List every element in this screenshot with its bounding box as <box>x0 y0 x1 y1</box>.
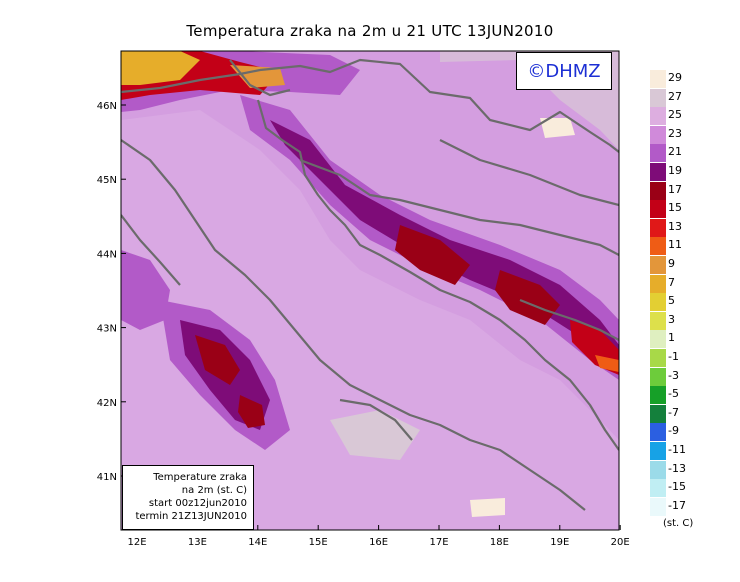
info-box: Temperature zraka na 2m (st. C) start 00… <box>122 465 254 530</box>
lat-tick-label: 45N <box>97 175 117 186</box>
lon-tick-label: 17E <box>429 537 448 548</box>
legend-label: -15 <box>668 480 686 494</box>
coastline <box>121 58 619 511</box>
legend-swatch <box>650 256 666 274</box>
legend-label: -7 <box>668 405 679 419</box>
legend-label: 5 <box>668 294 675 308</box>
info-line-4: termin 21Z13JUN2010 <box>135 511 247 522</box>
legend-units: (st. C) <box>663 518 694 529</box>
legend-label: 11 <box>668 238 682 252</box>
map-field <box>121 51 619 530</box>
legend-label: 13 <box>668 219 682 233</box>
legend-label: -3 <box>668 368 679 382</box>
legend-swatch <box>650 144 666 163</box>
legend-swatch <box>650 70 666 88</box>
lat-tick-label: 43N <box>97 324 117 335</box>
legend-swatch <box>650 442 666 460</box>
legend-label: 21 <box>668 145 682 159</box>
legend-swatch <box>650 293 666 312</box>
lat-tick-label: 46N <box>97 101 117 112</box>
lon-tick-label: 12E <box>127 537 146 548</box>
lon-tick-label: 13E <box>188 537 207 548</box>
legend-label: 15 <box>668 201 682 215</box>
legend-swatch <box>650 423 666 442</box>
legend-label: -17 <box>668 498 686 512</box>
legend-label: -13 <box>668 461 686 475</box>
legend-swatch <box>650 386 666 405</box>
legend-label: -11 <box>668 443 686 456</box>
lon-tick-label: 14E <box>248 537 267 548</box>
legend-label: 23 <box>668 126 682 140</box>
lon-tick-label: 18E <box>490 537 509 548</box>
info-line-3: start 00z12jun2010 <box>148 498 247 509</box>
legend-swatch <box>650 181 666 200</box>
legend-swatch <box>650 460 666 479</box>
legend-swatch <box>650 479 666 498</box>
legend-swatch <box>650 330 666 349</box>
plot-frame <box>120 50 620 531</box>
legend-label: 25 <box>668 108 682 122</box>
lon-tick-label: 20E <box>611 537 630 548</box>
legend-label: 7 <box>668 275 675 289</box>
legend-swatch <box>650 367 666 386</box>
legend-swatch <box>650 497 666 516</box>
info-line-2: na 2m (st. C) <box>181 485 247 496</box>
legend-swatch <box>650 107 666 126</box>
lon-tick-label: 19E <box>550 537 569 548</box>
lat-tick-label: 41N <box>97 472 117 483</box>
legend-swatch <box>650 274 666 293</box>
legend-label: 19 <box>668 164 682 177</box>
legend-swatch <box>650 349 666 367</box>
longitude-ticks: 12E 13E 14E 15E 16E 17E 18E 19E 20E <box>127 525 630 548</box>
legend-swatch <box>650 125 666 144</box>
dhmz-logo: ©DHMZ <box>516 52 612 90</box>
lon-tick-label: 16E <box>369 537 388 548</box>
info-line-1: Temperature zraka <box>153 472 247 483</box>
legend-label: -1 <box>668 350 679 363</box>
legend-swatch <box>650 311 666 330</box>
legend-swatch <box>650 404 666 423</box>
legend-label: 27 <box>668 89 682 103</box>
lat-tick-label: 44N <box>97 249 117 260</box>
legend-swatch <box>650 237 666 256</box>
lat-tick-label: 42N <box>97 398 117 409</box>
legend-swatch <box>650 200 666 219</box>
lon-tick-label: 15E <box>309 537 328 548</box>
map-title: Temperatura zraka na 2m u 21 UTC 13JUN20… <box>186 22 554 40</box>
legend-swatch <box>650 218 666 237</box>
legend-label: 9 <box>668 257 675 270</box>
legend-label: 17 <box>668 182 682 196</box>
legend-label: 29 <box>668 71 682 84</box>
legend-swatch <box>650 163 666 181</box>
legend-label: 3 <box>668 312 675 326</box>
legend-label: -9 <box>668 424 679 438</box>
legend-swatch <box>650 88 666 107</box>
legend-label: -5 <box>668 387 679 401</box>
latitude-ticks: 46N 45N 44N 43N 42N 41N <box>97 101 126 483</box>
legend-label: 1 <box>668 331 675 345</box>
